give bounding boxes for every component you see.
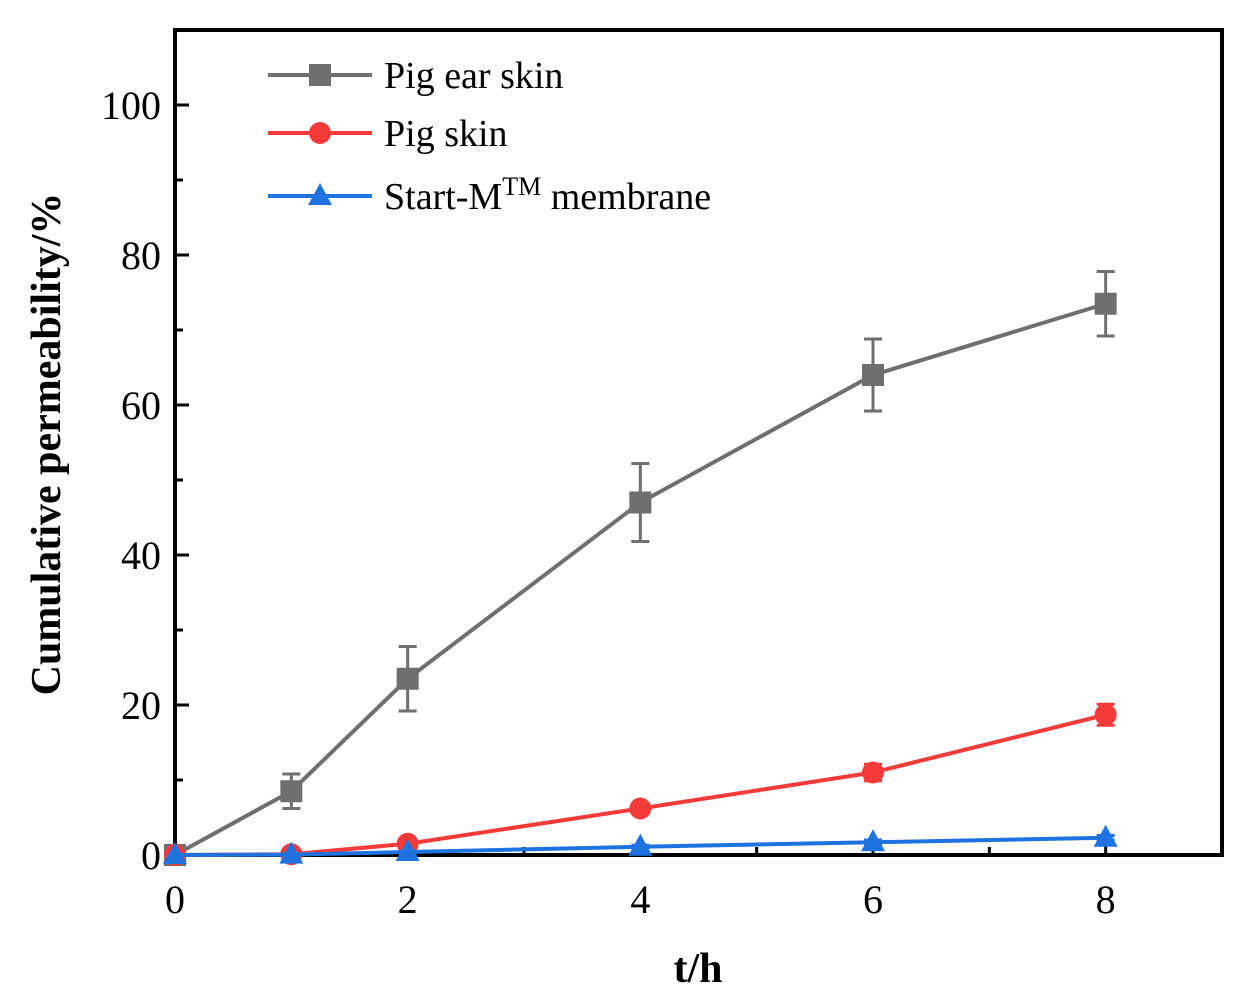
series-line	[174, 301, 1107, 857]
series-2	[163, 824, 1118, 864]
data-point	[1094, 703, 1117, 726]
legend-label-superscript: TM	[502, 172, 541, 201]
data-point	[1093, 824, 1118, 847]
legend: Pig ear skin Pig skin Start-MTM membrane	[268, 55, 711, 218]
data-point	[396, 667, 419, 690]
y-tick-label: 100	[101, 83, 161, 128]
legend-item-1: Pig skin	[268, 113, 508, 155]
series-line	[174, 835, 1106, 857]
legend-label: Pig skin	[384, 113, 508, 155]
data-point	[163, 842, 187, 864]
legend-label: Start-MTM membrane	[384, 172, 711, 218]
data-point	[862, 761, 884, 784]
legend-label-main: Pig skin	[384, 113, 508, 155]
x-tick-label: 8	[1096, 877, 1116, 922]
data-point	[862, 364, 884, 386]
data-point	[628, 833, 653, 856]
series-group	[163, 270, 1118, 866]
x-tick-label: 0	[165, 877, 185, 922]
data-point	[629, 491, 652, 514]
x-tick-label: 4	[630, 877, 650, 922]
x-axis-title: t/h	[673, 946, 722, 991]
y-tick-label: 60	[121, 383, 161, 428]
legend-item-0: Pig ear skin	[268, 55, 563, 97]
series-0	[164, 270, 1117, 866]
legend-label-main: Start-M	[384, 176, 502, 218]
legend-marker	[309, 64, 331, 86]
legend-item-2: Start-MTM membrane	[268, 172, 711, 218]
y-tick-label: 40	[121, 533, 161, 578]
plot-frame	[173, 28, 1224, 857]
legend-label-suffix: membrane	[541, 176, 711, 218]
x-tick-label: 2	[398, 877, 418, 922]
data-point	[629, 797, 652, 820]
legend-label-main: Pig ear skin	[384, 55, 563, 97]
y-axis-title: Cumulative permeability/%	[24, 193, 70, 696]
y-tick-label: 80	[121, 233, 161, 278]
y-tick-label: 20	[121, 683, 161, 728]
y-tick-label: 0	[141, 833, 161, 878]
data-point	[861, 829, 885, 852]
legend-marker	[309, 122, 331, 144]
data-point	[1094, 292, 1117, 315]
data-point	[395, 839, 420, 861]
data-point	[280, 780, 303, 803]
legend-label: Pig ear skin	[384, 55, 563, 97]
data-point	[279, 841, 304, 864]
legend-marker	[308, 183, 332, 205]
x-tick-label: 6	[863, 877, 883, 922]
